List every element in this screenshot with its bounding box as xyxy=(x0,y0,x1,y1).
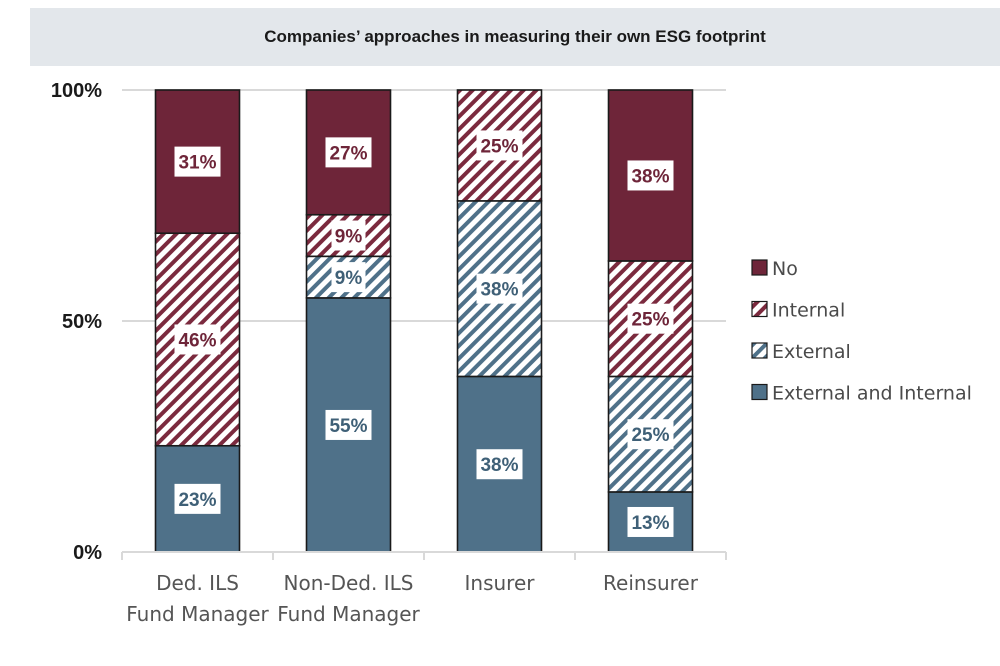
data-label: 25% xyxy=(631,310,669,331)
data-label-box xyxy=(476,130,523,161)
data-label: 25% xyxy=(480,136,518,157)
x-tick-label: Non-Ded. ILS xyxy=(284,571,414,595)
x-tick-label: Fund Manager xyxy=(126,602,269,626)
data-label: 38% xyxy=(480,455,518,476)
legend-label: Internal xyxy=(772,300,845,322)
data-label-box xyxy=(627,419,674,450)
data-label-box xyxy=(331,262,366,293)
y-axis: 0% 50% 100% xyxy=(51,80,102,564)
chart-title: Companies’ approaches in measuring their… xyxy=(264,27,766,46)
data-label-box xyxy=(627,303,674,334)
legend: No Internal External External and Internal xyxy=(751,258,972,405)
x-axis: Ded. ILS Fund Manager Non-Ded. ILS Fund Man… xyxy=(121,551,727,626)
data-label-box xyxy=(476,449,523,480)
data-label: 23% xyxy=(178,490,216,511)
data-label-box xyxy=(627,506,674,537)
data-label: 27% xyxy=(329,143,367,164)
data-label-box xyxy=(174,483,221,514)
segment-labels: 23% 46% 31% 55% 9% 9% 27% 38% 38% 25% 13% 25% 25% 38% xyxy=(174,130,674,537)
data-label-box xyxy=(325,137,372,168)
data-label-box xyxy=(325,409,372,440)
legend-swatch xyxy=(751,342,768,359)
x-tick-label: Ded. ILS xyxy=(156,571,239,595)
y-tick-label: 0% xyxy=(73,542,102,564)
data-label: 9% xyxy=(335,227,363,248)
legend-swatch xyxy=(751,383,768,401)
legend-label: No xyxy=(772,258,798,280)
data-label-box xyxy=(627,160,674,191)
data-label-box xyxy=(476,273,523,304)
data-label-box xyxy=(174,324,221,355)
x-tick-label: Fund Manager xyxy=(277,602,420,626)
data-label: 38% xyxy=(631,166,669,187)
y-tick-label: 50% xyxy=(62,311,102,333)
data-label: 9% xyxy=(335,268,363,289)
data-label: 38% xyxy=(480,280,518,301)
data-label-box xyxy=(331,220,366,251)
data-label-box xyxy=(174,146,221,177)
data-label: 13% xyxy=(631,513,669,534)
data-label: 25% xyxy=(631,425,669,446)
x-tick-label: Insurer xyxy=(465,571,536,595)
chart-title-bar: Companies’ approaches in measuring their… xyxy=(30,8,1000,66)
legend-swatch xyxy=(751,300,768,318)
data-label: 31% xyxy=(178,153,216,174)
legend-label: External xyxy=(772,341,851,363)
x-tick-label: Reinsurer xyxy=(603,571,699,595)
data-label: 55% xyxy=(329,416,367,437)
data-label: 46% xyxy=(178,330,216,351)
y-tick-label: 100% xyxy=(51,80,102,102)
legend-swatch xyxy=(751,259,768,276)
legend-label: External and Internal xyxy=(772,383,972,405)
